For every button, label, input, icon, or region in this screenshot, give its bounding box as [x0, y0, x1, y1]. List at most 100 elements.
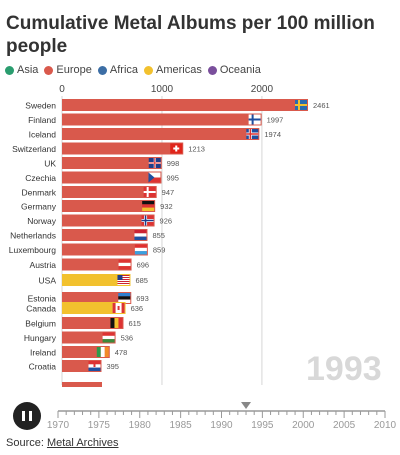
flag-ca-icon	[112, 303, 125, 313]
bar-estonia	[62, 292, 132, 304]
value-label-norway: 926	[160, 217, 173, 226]
value-label-denmark: 947	[162, 188, 175, 197]
source-line: Source: Metal Archives	[6, 437, 119, 449]
category-label-hungary: Hungary	[24, 333, 57, 343]
partial-bar-next	[62, 382, 102, 387]
category-label-ireland: Ireland	[30, 348, 56, 358]
bar-sweden	[62, 99, 308, 111]
legend-dot-americas	[144, 65, 154, 75]
legend-label-asia: Asia	[17, 64, 39, 76]
bar-usa	[62, 274, 131, 286]
flag-be-icon	[110, 318, 123, 328]
bar-luxembourg	[62, 243, 148, 256]
bar-austria	[62, 258, 132, 271]
value-label-czechia: 995	[166, 174, 179, 183]
flag-hu-icon	[102, 332, 115, 343]
value-label-finland: 1997	[267, 116, 284, 125]
category-label-belgium: Belgium	[25, 319, 56, 329]
flag-dk-icon	[143, 187, 156, 197]
timeline-label-1970: 1970	[47, 420, 70, 431]
timeline-label-1980: 1980	[129, 420, 152, 431]
legend-label-africa: Africa	[109, 64, 139, 76]
category-label-sweden: Sweden	[25, 101, 56, 111]
legend-item-oceania[interactable]: Oceania	[207, 64, 261, 76]
value-label-canada: 636	[131, 304, 144, 313]
pause-icon	[22, 411, 32, 421]
x-tick-label-1000: 1000	[151, 84, 174, 95]
legend-label-europe: Europe	[56, 64, 92, 76]
flag-no-icon	[141, 215, 154, 226]
category-label-norway: Norway	[27, 216, 57, 226]
value-label-netherlands: 855	[152, 231, 165, 240]
value-label-sweden: 2461	[313, 101, 330, 110]
value-label-switzerland: 1213	[188, 145, 205, 154]
bar-finland	[62, 113, 262, 126]
flag-se-icon	[295, 100, 307, 110]
value-label-austria: 696	[137, 261, 150, 270]
bar-iceland	[62, 128, 260, 140]
bar-netherlands	[62, 229, 148, 241]
value-label-estonia: 693	[136, 294, 149, 303]
category-label-netherlands: Netherlands	[10, 231, 56, 241]
category-label-luxembourg: Luxembourg	[9, 245, 57, 255]
flag-at-icon	[118, 259, 131, 270]
bar-canada	[62, 302, 126, 314]
bar-hungary	[62, 331, 116, 344]
bar-norway	[62, 214, 155, 227]
legend: Asia Europe Africa Americas Oceania	[5, 64, 267, 76]
chart-title: Cumulative Metal Albums per 100 million …	[6, 13, 375, 57]
bar-belgium	[62, 317, 124, 329]
legend-item-africa[interactable]: Africa	[97, 64, 139, 76]
value-label-ireland: 478	[115, 348, 128, 357]
bar-czechia	[62, 171, 162, 184]
legend-item-asia[interactable]: Asia	[5, 64, 38, 76]
value-label-luxembourg: 859	[153, 246, 166, 255]
legend-item-americas[interactable]: Americas	[144, 64, 202, 76]
flag-de-icon	[142, 201, 155, 211]
legend-label-americas: Americas	[156, 64, 202, 76]
legend-item-europe[interactable]: Europe	[44, 64, 92, 76]
flag-nl-icon	[134, 230, 147, 240]
category-label-uk: UK	[44, 159, 56, 169]
legend-dot-europe	[44, 65, 54, 75]
flag-lu-icon	[134, 244, 147, 255]
flag-us-icon	[117, 275, 130, 285]
value-label-uk: 998	[167, 159, 180, 168]
flag-ee-icon	[118, 293, 131, 303]
timeline-label-1995: 1995	[251, 420, 274, 431]
value-label-belgium: 615	[128, 319, 141, 328]
source-link[interactable]: Metal Archives	[46, 437, 119, 449]
flag-ie-icon	[96, 347, 109, 357]
category-label-iceland: Iceland	[29, 130, 57, 140]
timeline-label-2005: 2005	[333, 420, 356, 431]
category-label-czechia: Czechia	[25, 173, 56, 183]
timeline-handle[interactable]	[241, 402, 252, 409]
flag-cz-icon	[148, 172, 161, 183]
flag-ch-icon	[170, 143, 183, 154]
legend-dot-oceania	[207, 65, 217, 75]
play-pause-button[interactable]	[13, 402, 41, 430]
bar-uk	[62, 157, 162, 169]
flag-is-icon	[246, 129, 259, 139]
category-label-croatia: Croatia	[29, 362, 57, 372]
current-year-label: 1993	[306, 350, 382, 388]
timeline-label-2010: 2010	[374, 420, 397, 431]
value-label-iceland: 1974	[264, 130, 281, 139]
x-tick-label-0: 0	[59, 84, 65, 95]
timeline-label-1975: 1975	[88, 420, 111, 431]
flag-uk-icon	[148, 158, 161, 168]
category-label-denmark: Denmark	[22, 188, 57, 198]
legend-label-oceania: Oceania	[219, 64, 261, 76]
value-label-hungary: 536	[121, 334, 134, 343]
category-label-usa: USA	[39, 276, 57, 286]
bar-germany	[62, 200, 156, 212]
category-label-germany: Germany	[21, 202, 57, 212]
bar-switzerland	[62, 142, 184, 155]
x-tick-label-2000: 2000	[251, 84, 274, 95]
value-label-germany: 932	[160, 202, 173, 211]
category-label-switzerland: Switzerland	[12, 144, 56, 154]
flag-hr-icon	[88, 361, 101, 371]
value-label-usa: 685	[135, 276, 148, 285]
timeline-label-1990: 1990	[210, 420, 233, 431]
